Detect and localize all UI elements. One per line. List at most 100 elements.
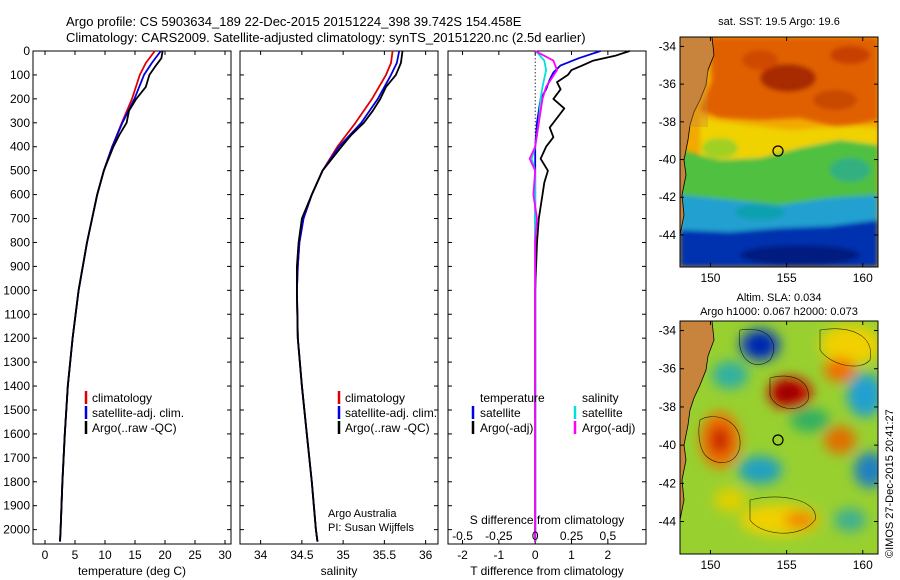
legend-argo-label: Argo(..raw -QC) — [345, 421, 430, 435]
series-line-argo-raw-qc — [59, 50, 164, 542]
s-tick-label: 0 — [532, 529, 539, 543]
s-difference-xlabel: S difference from climatology — [470, 513, 625, 527]
legend-climatology-label: climatology — [345, 391, 405, 405]
difference-panel: -2 -1 0 1 2 temperature satellite Argo(-adj)… — [447, 50, 647, 578]
legend-t-satellite-label: satellite — [480, 406, 521, 420]
s-tick-label: -0.5 — [452, 529, 473, 543]
x-tick-label: 2 — [605, 548, 612, 562]
salinity-xlabel: salinity — [321, 564, 358, 578]
legend-temperature-title: temperature — [480, 391, 545, 405]
header-line1: Argo profile: CS 5903634_189 22-Dec-2015… — [66, 14, 522, 29]
y-tick-label: 1700 — [3, 451, 30, 465]
x-tick-label: 5 — [72, 548, 79, 562]
difference-axes-frame — [447, 50, 647, 545]
lon-tick-label: 160 — [853, 271, 873, 285]
x-tick-label: 10 — [98, 548, 112, 562]
y-tick-label: 500 — [10, 164, 30, 178]
y-tick-label: 1500 — [3, 403, 30, 417]
lon-tick-label: 150 — [700, 271, 720, 285]
salinity-legend: climatology satellite-adj. clim. Argo(..… — [337, 391, 437, 435]
temperature-legend: climatology satellite-adj. clim. Argo(..… — [84, 391, 184, 435]
header-line2: Climatology: CARS2009. Satellite-adjuste… — [66, 30, 586, 45]
sla-map-title1: Altim. SLA: 0.034 — [737, 292, 822, 304]
sla-float-marker — [772, 434, 784, 446]
lon-tick-label: 155 — [777, 271, 797, 285]
y-tick-label: 700 — [10, 212, 30, 226]
x-tick-label: 30 — [218, 548, 232, 562]
lat-tick-label: -40 — [659, 153, 677, 167]
y-tick-label: 1900 — [3, 499, 30, 513]
legend-salinity-title: salinity — [582, 391, 619, 405]
temperature-axes-frame — [32, 50, 232, 545]
y-tick-label: 1200 — [3, 331, 30, 345]
legend-s-argo-label: Argo(-adj) — [582, 421, 635, 435]
y-tick-label: 1300 — [3, 355, 30, 369]
legend-s-satellite-label: satellite — [582, 406, 623, 420]
salinity-panel: 34 34.5 35 35.5 36 climatology satellite-adj… — [239, 50, 439, 578]
copyright: ©IMOS 27-Dec-2015 20:41:27 — [884, 409, 896, 558]
y-tick-label: 200 — [10, 92, 30, 106]
series-line-argo-raw-qc — [295, 50, 404, 542]
lat-tick-label: -34 — [659, 324, 677, 338]
x-tick-label: -1 — [494, 548, 505, 562]
sst-map-title: sat. SST: 19.5 Argo: 19.6 — [718, 16, 840, 28]
y-tick-label: 0 — [23, 44, 30, 58]
legend-satellite-label: satellite-adj. clim. — [92, 406, 184, 420]
x-tick-label: 25 — [188, 548, 202, 562]
lon-tick-label: 160 — [853, 558, 873, 572]
y-tick-label: 1800 — [3, 475, 30, 489]
y-tick-label: 1000 — [3, 283, 30, 297]
lat-tick-label: -38 — [659, 115, 677, 129]
lon-tick-label: 155 — [777, 558, 797, 572]
x-tick-label: 1 — [568, 548, 575, 562]
credit-line2: PI: Susan Wijffels — [328, 522, 414, 534]
lat-tick-label: -44 — [659, 515, 677, 529]
y-tick-label: 100 — [10, 68, 30, 82]
s-tick-label: -0.25 — [485, 529, 513, 543]
credit-line1: Argo Australia — [328, 508, 397, 520]
legend-satellite-label: satellite-adj. clim. — [345, 406, 437, 420]
series-line-s-argo-adj — [528, 50, 558, 542]
lat-tick-label: -36 — [659, 362, 677, 376]
y-tick-label: 800 — [10, 235, 30, 249]
y-tick-label: 1600 — [3, 427, 30, 441]
sst-float-marker — [772, 145, 784, 157]
lat-tick-label: -44 — [659, 228, 677, 242]
salinity-axes-frame — [239, 50, 439, 545]
lat-tick-label: -42 — [659, 476, 677, 490]
x-tick-label: 34 — [254, 548, 268, 562]
x-tick-label: 0 — [532, 548, 539, 562]
y-tick-label: 300 — [10, 116, 30, 130]
x-tick-label: 34.5 — [290, 548, 314, 562]
t-difference-xlabel: T difference from climatology — [470, 564, 624, 578]
lat-tick-label: -38 — [659, 400, 677, 414]
x-tick-label: 36 — [419, 548, 433, 562]
x-tick-label: 0 — [42, 548, 49, 562]
y-tick-label: 900 — [10, 259, 30, 273]
y-tick-label: 2000 — [3, 523, 30, 537]
temperature-panel: 0 5 10 15 20 25 300100200300400500600700800900… — [3, 44, 232, 578]
x-tick-label: 35 — [336, 548, 350, 562]
x-tick-label: 15 — [128, 548, 142, 562]
sla-map-title2: Argo h1000: 0.067 h2000: 0.073 — [700, 306, 858, 318]
x-tick-label: -2 — [457, 548, 468, 562]
s-tick-label: 0.5 — [600, 529, 617, 543]
lat-tick-label: -36 — [659, 77, 677, 91]
lat-tick-label: -34 — [659, 39, 677, 53]
difference-legend: temperature satellite Argo(-adj) salinit… — [471, 391, 635, 435]
legend-t-argo-label: Argo(-adj) — [480, 421, 533, 435]
legend-argo-label: Argo(..raw -QC) — [92, 421, 177, 435]
sst-map: sat. SST: 19.5 Argo: 19.6 — [659, 16, 879, 285]
s-tick-label: 0.25 — [560, 529, 584, 543]
lon-tick-label: 150 — [700, 558, 720, 572]
y-tick-label: 1400 — [3, 379, 30, 393]
temperature-xlabel: temperature (deg C) — [78, 564, 186, 578]
lat-tick-label: -40 — [659, 438, 677, 452]
lat-tick-label: -42 — [659, 190, 677, 204]
x-tick-label: 20 — [158, 548, 172, 562]
y-tick-label: 400 — [10, 140, 30, 154]
y-tick-label: 600 — [10, 188, 30, 202]
y-tick-label: 1100 — [4, 307, 30, 321]
x-tick-label: 35.5 — [373, 548, 397, 562]
